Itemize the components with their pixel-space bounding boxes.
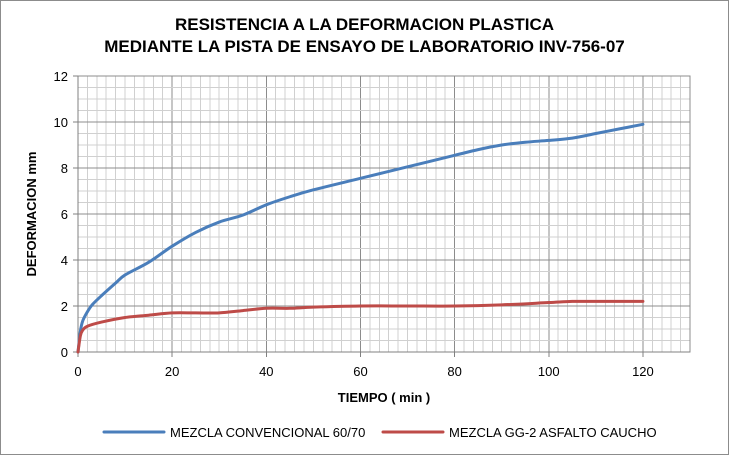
y-tick-label: 4 <box>61 253 68 268</box>
axes <box>73 75 691 357</box>
series-line-gg2-asfalto-caucho <box>76 299 645 354</box>
chart-title-line1: RESISTENCIA A LA DEFORMACION PLASTICA <box>174 15 555 34</box>
x-tick-label: 60 <box>353 364 367 379</box>
series-line-convencional <box>76 122 645 354</box>
y-tick-label: 10 <box>54 115 68 130</box>
series-lines <box>76 122 645 354</box>
x-tick-label: 120 <box>632 364 654 379</box>
y-axis-label: DEFORMACION mm <box>24 152 39 277</box>
chart-title-line2: MEDIANTE LA PISTA DE ENSAYO DE LABORATOR… <box>104 37 625 56</box>
y-tick-labels: 0 2 4 6 8 10 12 <box>54 69 68 360</box>
x-tick-label: 80 <box>447 364 461 379</box>
legend-item-convencional-label: MEZCLA CONVENCIONAL 60/70 <box>170 425 365 440</box>
x-tick-label: 40 <box>259 364 273 379</box>
y-tick-label: 6 <box>61 207 68 222</box>
y-tick-label: 2 <box>61 299 68 314</box>
y-tick-label: 12 <box>54 69 68 84</box>
x-tick-label: 100 <box>538 364 560 379</box>
x-axis-label: TIEMPO ( min ) <box>338 390 430 405</box>
gridlines <box>77 75 691 353</box>
y-tick-label: 8 <box>61 161 68 176</box>
x-tick-labels: 0 20 40 60 80 100 120 <box>74 364 653 379</box>
x-tick-label: 0 <box>74 364 81 379</box>
legend: MEZCLA CONVENCIONAL 60/70 MEZCLA GG-2 ASF… <box>102 425 657 440</box>
y-tick-label: 0 <box>61 345 68 360</box>
x-tick-label: 20 <box>165 364 179 379</box>
legend-item-gg2-asfalto-caucho-label: MEZCLA GG-2 ASFALTO CAUCHO <box>449 425 657 440</box>
